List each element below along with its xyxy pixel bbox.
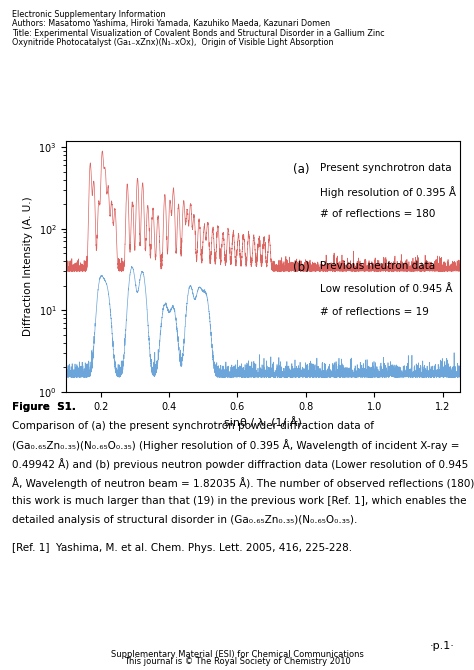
X-axis label: sinθ / λ  (1/ Å): sinθ / λ (1/ Å) (224, 417, 302, 429)
Text: Authors: Masatomo Yashima, Hiroki Yamada, Kazuhiko Maeda, Kazunari Domen: Authors: Masatomo Yashima, Hiroki Yamada… (12, 19, 330, 28)
Text: (a): (a) (292, 163, 309, 176)
Text: Oxynitride Photocatalyst (Ga₁₋xZnx)(N₁₋xOx),  Origin of Visible Light Absorption: Oxynitride Photocatalyst (Ga₁₋xZnx)(N₁₋x… (12, 38, 333, 47)
Text: ·p.1·: ·p.1· (430, 641, 455, 651)
Text: Å, Wavelength of neutron beam = 1.82035 Å). The number of observed reflections (: Å, Wavelength of neutron beam = 1.82035 … (12, 477, 474, 489)
Text: (Ga₀.₆₅Zn₀.₃₅)(N₀.₆₅O₀.₃₅) (Higher resolution of 0.395 Å, Wavelength of incident: (Ga₀.₆₅Zn₀.₃₅)(N₀.₆₅O₀.₃₅) (Higher resol… (12, 440, 459, 452)
Text: Electronic Supplementary Information: Electronic Supplementary Information (12, 10, 165, 19)
Text: (b): (b) (292, 261, 310, 274)
Text: Title: Experimental Visualization of Covalent Bonds and Structural Disorder in a: Title: Experimental Visualization of Cov… (12, 29, 384, 38)
Text: This journal is © The Royal Society of Chemistry 2010: This journal is © The Royal Society of C… (124, 657, 350, 666)
Text: Figure  S1.: Figure S1. (12, 402, 76, 412)
Text: # of reflections = 180: # of reflections = 180 (320, 208, 436, 218)
Text: [Ref. 1]  Yashima, M. et al. Chem. Phys. Lett. 2005, 416, 225-228.: [Ref. 1] Yashima, M. et al. Chem. Phys. … (12, 543, 352, 553)
Text: Figure  S1.: Figure S1. (12, 402, 76, 412)
Text: Supplementary Material (ESI) for Chemical Communications: Supplementary Material (ESI) for Chemica… (110, 651, 364, 659)
Text: 0.49942 Å) and (b) previous neutron powder diffraction data (Lower resolution of: 0.49942 Å) and (b) previous neutron powd… (12, 458, 468, 470)
Text: Low resolution of 0.945 Å: Low resolution of 0.945 Å (320, 284, 453, 294)
Text: Present synchrotron data: Present synchrotron data (320, 163, 452, 174)
Text: detailed analysis of structural disorder in (Ga₀.₆₅Zn₀.₃₅)(N₀.₆₅O₀.₃₅).: detailed analysis of structural disorder… (12, 515, 357, 525)
Text: Comparison of (a) the present synchrotron powder diffraction data of: Comparison of (a) the present synchrotro… (12, 421, 374, 431)
Text: High resolution of 0.395 Å: High resolution of 0.395 Å (320, 186, 456, 198)
Text: Previous neutron data: Previous neutron data (320, 261, 435, 271)
Text: this work is much larger than that (19) in the previous work [Ref. 1], which ena: this work is much larger than that (19) … (12, 496, 466, 506)
Y-axis label: Diffraction Intensity (A. U.): Diffraction Intensity (A. U.) (23, 196, 33, 336)
Text: # of reflections = 19: # of reflections = 19 (320, 306, 429, 316)
